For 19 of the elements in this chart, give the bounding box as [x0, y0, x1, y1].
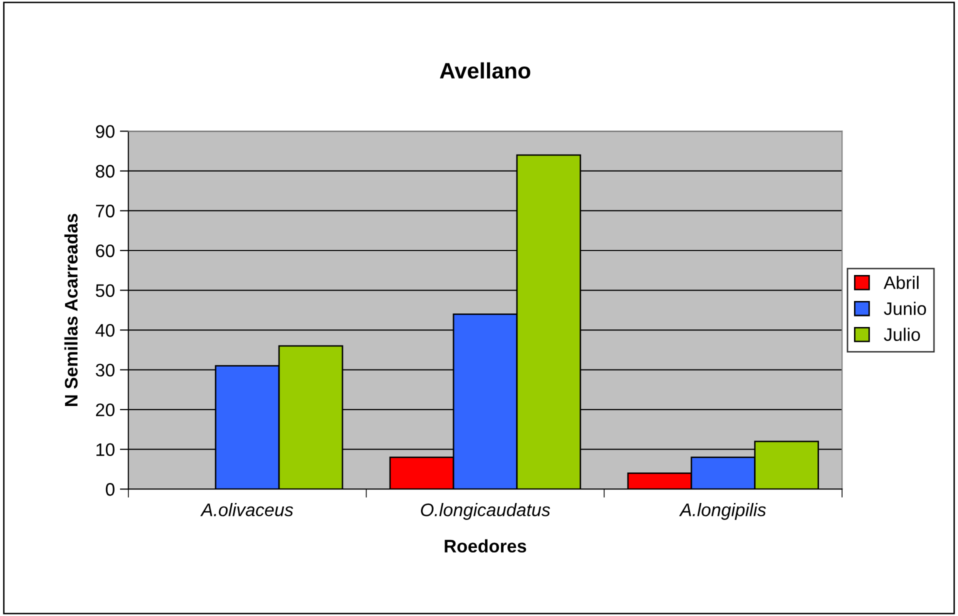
y-tick-label: 90	[96, 125, 114, 138]
chart-title: Avellano	[440, 62, 530, 79]
y-tick-label: 70	[96, 204, 114, 218]
y-tick-label: 20	[96, 404, 114, 416]
legend-label: Abril	[884, 276, 919, 290]
x-tick-label: A.longipilis	[679, 502, 766, 520]
x-tick-label: O.longicaudatus	[420, 502, 550, 520]
y-tick-label: 60	[96, 244, 114, 258]
y-tick-label: 0	[106, 483, 114, 496]
legend-label: Junio	[884, 302, 926, 316]
y-tick-label: 80	[96, 164, 114, 178]
y-tick-label: 40	[96, 324, 114, 337]
y-tick-label: 30	[96, 364, 114, 377]
legend-label: Julio	[884, 328, 920, 342]
y-tick-label: 10	[96, 443, 114, 456]
x-axis-title: Roedores	[444, 539, 526, 553]
y-axis-title: N Semillas Acarreadas	[64, 214, 78, 406]
y-tick-label: 50	[96, 284, 114, 297]
x-tick-label: A.olivaceus	[200, 502, 294, 516]
